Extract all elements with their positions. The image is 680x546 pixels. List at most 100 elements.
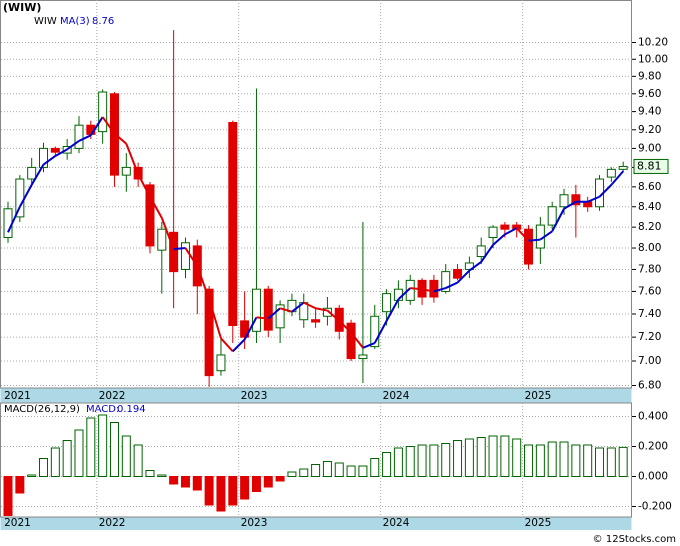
candle-body: [263, 288, 273, 331]
macd-bar: [251, 476, 261, 492]
macd-bar: [441, 443, 451, 477]
macd-bar: [62, 440, 72, 477]
macd-bar: [464, 438, 474, 477]
y-tick-label: 8.20: [638, 221, 661, 233]
candle-body: [370, 315, 380, 348]
x-tick-label: 2023: [241, 517, 268, 529]
candle-body: [98, 91, 108, 133]
macd-bar: [109, 422, 119, 477]
macd-bar: [417, 444, 427, 477]
macd-bar: [346, 465, 356, 477]
macd-bar: [169, 476, 179, 485]
candle-body: [476, 245, 486, 258]
x-tick-label: 2022: [99, 390, 126, 402]
chart-title: (WIW): [3, 1, 41, 14]
y-tick-label: 9.80: [638, 70, 661, 82]
price-frame: [0, 0, 632, 389]
y-tick-label: 6.80: [638, 380, 661, 392]
candle-body: [74, 124, 84, 149]
candle-body: [204, 288, 214, 377]
candle-body: [169, 231, 179, 273]
x-tick-label: 2021: [4, 390, 31, 402]
legend-label: WIW: [34, 16, 57, 27]
legend-value: 8.76: [92, 16, 114, 27]
candle-body: [571, 194, 581, 206]
candle-body: [358, 354, 368, 360]
macd-bar: [618, 446, 628, 477]
ma-segment: [220, 337, 234, 353]
y-tick-label: 10.00: [638, 53, 668, 65]
candle-body: [322, 307, 332, 317]
macd-bar: [228, 476, 238, 506]
macd-bar: [322, 461, 332, 477]
candle-body: [216, 354, 226, 372]
macd-bar: [133, 444, 143, 477]
candle-body: [524, 228, 534, 265]
macd-bar: [74, 429, 84, 477]
macd-bar: [121, 435, 131, 477]
macd-bar: [3, 476, 13, 516]
macd-bar: [311, 464, 321, 477]
candle-body: [251, 288, 261, 332]
candle-body: [559, 194, 569, 208]
macd-bar: [157, 474, 167, 477]
macd-bar: [299, 468, 309, 477]
ma-segment: [397, 287, 411, 300]
macd-bar: [275, 476, 285, 482]
y-tick-label: 7.20: [638, 331, 661, 343]
ma-segment: [598, 184, 613, 198]
ma-segment: [232, 338, 246, 353]
ma-segment: [373, 320, 388, 344]
ma-segment: [433, 287, 446, 293]
ma-segment: [362, 342, 376, 349]
macd-bar: [39, 458, 49, 477]
ma-segment: [326, 309, 340, 322]
macd-bar: [204, 476, 214, 506]
candle-body: [3, 208, 13, 239]
macd-bar: [27, 474, 37, 477]
y-tick-label: 7.00: [638, 355, 661, 367]
y-tick-label: 7.40: [638, 308, 661, 320]
ma-segment: [551, 208, 565, 232]
ma-segment: [149, 196, 163, 219]
macd-value: 0.194: [117, 404, 146, 415]
y-tick-label: 8.40: [638, 201, 661, 213]
macd-bar: [488, 435, 498, 477]
candle-body: [50, 147, 60, 153]
macd-frame: [0, 402, 632, 518]
candle-body: [157, 228, 167, 251]
ma-segment: [528, 238, 541, 242]
ma-segment: [184, 247, 199, 267]
candle-body: [382, 293, 392, 313]
ma-segment: [30, 164, 45, 186]
macd-label: MACD:: [86, 404, 119, 415]
y-tick-label: 8.00: [638, 242, 661, 254]
candle-body: [346, 322, 356, 360]
ma-segment: [208, 298, 222, 339]
macd-bar: [180, 476, 190, 488]
ma-segment: [78, 134, 92, 142]
macd-bar: [453, 440, 463, 477]
candle-body: [275, 304, 285, 329]
x-tick-label: 2023: [241, 390, 268, 402]
macd-bar: [524, 444, 534, 477]
ma-segment: [315, 307, 328, 312]
y-tick-label: 0.000: [638, 471, 668, 483]
footer: © 12Stocks.com: [593, 534, 676, 545]
macd-title: MACD(26,12,9): [4, 404, 80, 415]
ma-segment: [66, 140, 80, 151]
x-tick-label: 2025: [525, 390, 552, 402]
macd-bar: [240, 476, 250, 500]
ma-segment: [610, 170, 624, 186]
ma-segment: [468, 261, 482, 272]
ma-segment: [563, 200, 577, 210]
y-tick-label: 0.400: [638, 411, 668, 423]
x-band: [0, 388, 632, 403]
y-tick-label: 9.20: [638, 124, 661, 136]
macd-bar: [287, 471, 297, 477]
ma-segment: [160, 217, 175, 250]
macd-bar: [15, 476, 25, 494]
ma-segment: [196, 265, 211, 300]
ma-segment: [385, 298, 400, 322]
macd-bar: [370, 458, 380, 477]
